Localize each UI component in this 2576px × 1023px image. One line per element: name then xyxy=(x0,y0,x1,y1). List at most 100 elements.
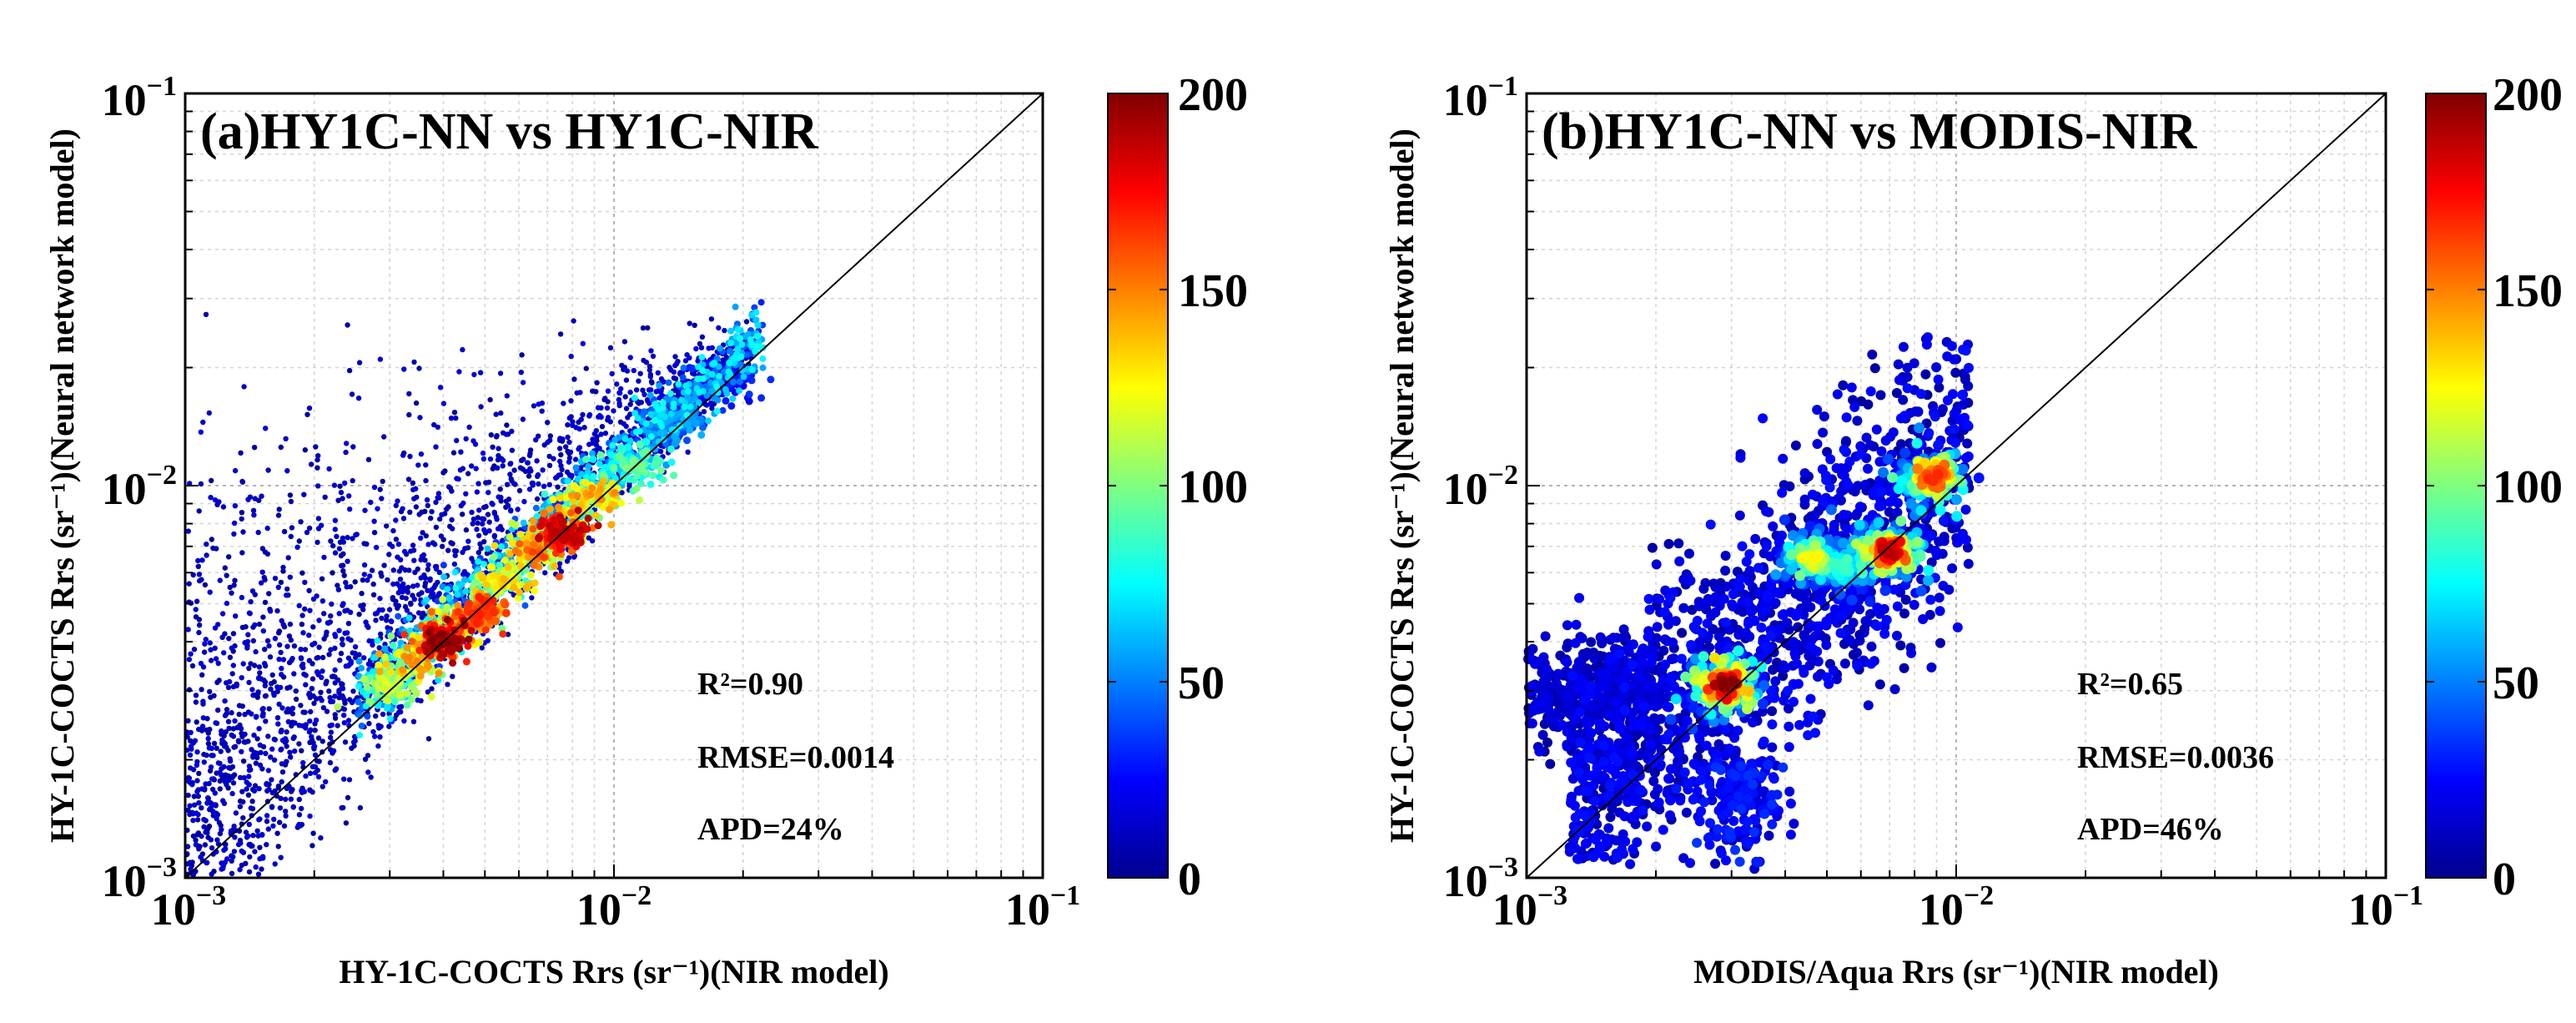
panel-a-point xyxy=(307,813,313,819)
panel-a-point xyxy=(247,611,253,617)
panel-a-point xyxy=(681,403,688,411)
panel-a-point xyxy=(583,365,589,371)
panel-a-point xyxy=(439,595,447,603)
panel-a-point xyxy=(274,715,281,721)
panel-a-point xyxy=(636,496,644,504)
panel-a-point xyxy=(279,761,285,767)
panel-a-point xyxy=(341,706,347,713)
panel-a-point xyxy=(564,477,571,485)
panel-a-point xyxy=(759,364,767,371)
panel-a-point xyxy=(262,599,269,606)
panel-a-point xyxy=(593,442,600,448)
panel-a-point xyxy=(479,516,486,522)
panel-a-point xyxy=(558,568,565,575)
panel-a-point xyxy=(696,389,703,396)
panel-a-point xyxy=(202,582,209,588)
panel-a-point xyxy=(185,528,191,534)
panel-a-point xyxy=(709,406,715,411)
panel-a-point xyxy=(191,794,197,799)
panel-a-point xyxy=(269,804,275,810)
panel-a-point xyxy=(319,738,325,744)
panel-a-point xyxy=(381,645,389,653)
panel-a-point xyxy=(675,380,682,388)
panel-a-point xyxy=(278,579,284,586)
panel-a-point xyxy=(396,704,402,710)
panel-a-point xyxy=(222,698,228,704)
panel-a-point xyxy=(287,684,293,690)
panel-a-point xyxy=(423,477,429,484)
panel-a-point xyxy=(338,650,345,657)
panel-a-point xyxy=(261,574,267,581)
panel-a-point xyxy=(553,475,559,481)
panel-a-point xyxy=(345,322,350,328)
panel-a-point xyxy=(566,455,573,461)
panel-a-point xyxy=(431,421,437,428)
panel-a-point xyxy=(280,622,286,627)
panel-a-point xyxy=(445,484,452,490)
panel-a-point xyxy=(345,558,350,564)
panel-a-point xyxy=(199,833,204,839)
panel-a-point xyxy=(340,535,346,542)
panel-a-point xyxy=(226,678,233,685)
panel-a-point xyxy=(356,360,363,365)
panel-a-point xyxy=(239,675,244,681)
panel-a-point xyxy=(296,741,302,747)
panel-a-point xyxy=(201,649,208,655)
panel-a-point xyxy=(368,774,374,780)
panel-a-point xyxy=(699,367,707,375)
panel-a-point xyxy=(329,673,335,679)
panel-a-point xyxy=(303,682,309,688)
panel-a-point xyxy=(289,656,295,662)
panel-a-point xyxy=(572,456,579,462)
panel-a-point xyxy=(300,759,306,766)
panel-a-point xyxy=(205,735,211,742)
panel-a-point xyxy=(709,345,715,350)
panel-a-point xyxy=(250,833,256,839)
panel-a-point xyxy=(377,486,383,492)
panel-a-point xyxy=(474,527,480,532)
panel-a-point xyxy=(444,506,450,512)
panel-a-point xyxy=(194,817,201,823)
panel-a-point xyxy=(324,629,330,635)
panel-a-point xyxy=(382,660,390,668)
panel-a-point xyxy=(328,647,334,653)
panel-a-point xyxy=(616,452,624,461)
panel-a-point xyxy=(435,491,442,496)
panel-a-point xyxy=(614,381,620,387)
panel-a-point xyxy=(283,809,289,814)
panel-a-point xyxy=(384,697,392,705)
panel-a-point xyxy=(319,784,325,789)
panel-a-point xyxy=(369,567,375,573)
panel-a-point xyxy=(529,517,537,525)
panel-a-point xyxy=(335,723,340,728)
panel-a-point xyxy=(264,525,270,532)
panel-a-point xyxy=(393,517,399,523)
panel-a-point xyxy=(211,740,218,747)
panel-a-point xyxy=(201,824,207,830)
panel-a-point xyxy=(408,695,416,703)
panel-a-point xyxy=(480,521,486,527)
panel-a-point xyxy=(204,552,209,558)
panel-a-point xyxy=(262,683,268,688)
panel-a-point xyxy=(217,778,223,784)
panel-a-point xyxy=(586,441,592,447)
panel-a-point xyxy=(196,622,203,628)
panel-a-point xyxy=(343,579,349,586)
panel-a-point xyxy=(224,572,229,578)
panel-a-point xyxy=(498,543,505,550)
panel-a-point xyxy=(227,654,234,660)
panel-a-point xyxy=(245,833,251,839)
panel-a-point xyxy=(486,562,495,571)
panel-a-point xyxy=(427,607,435,616)
panel-a-point xyxy=(645,325,651,331)
panel-a-point xyxy=(328,613,334,619)
panel-a-point xyxy=(296,821,302,828)
panel-a-point xyxy=(463,527,470,533)
panel-a-point xyxy=(511,547,520,555)
panel-a-point xyxy=(299,612,305,618)
panel-a-point xyxy=(350,688,356,694)
panel-a-point xyxy=(315,453,321,459)
panel-a-point xyxy=(657,429,664,436)
panel-a-point xyxy=(386,552,392,557)
panel-a-point xyxy=(250,754,256,760)
